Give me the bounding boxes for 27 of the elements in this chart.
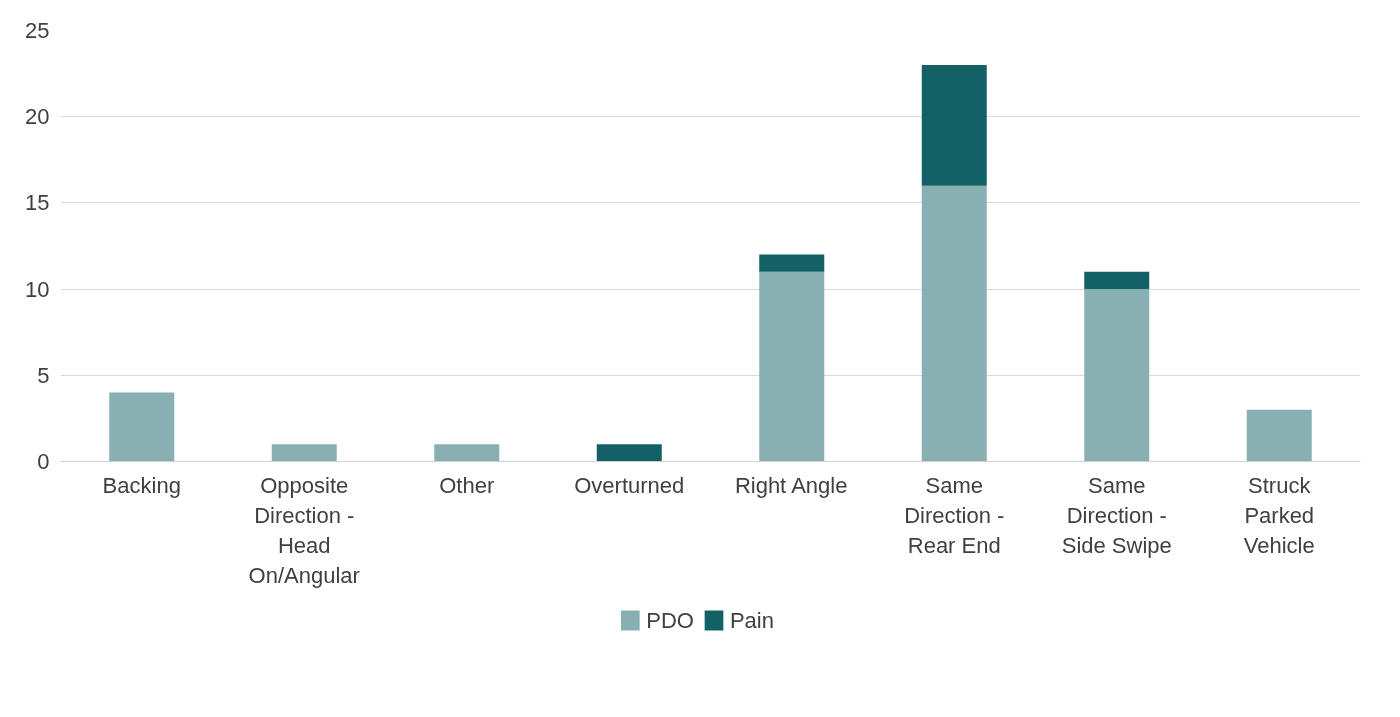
x-tick-label: Same Direction - Side Swipe xyxy=(1061,472,1172,558)
bar xyxy=(759,254,825,272)
bar xyxy=(1246,409,1312,462)
x-tick-label: Struck Parked Vehicle xyxy=(1243,472,1315,558)
y-tick-label: 0 xyxy=(37,449,50,474)
x-tick-label: Opposite Direction - Head On/Angular xyxy=(248,472,360,588)
bar xyxy=(759,271,825,462)
y-tick-label: 25 xyxy=(25,18,50,43)
legend-label: Pain xyxy=(729,608,774,633)
x-tick-label: Same Direction - Rear End xyxy=(904,472,1005,558)
legend-label: PDO xyxy=(646,608,694,633)
bar xyxy=(1084,289,1150,462)
y-tick-label: 5 xyxy=(37,362,50,388)
bar xyxy=(1084,271,1150,290)
bar xyxy=(596,444,662,462)
x-tick-label: Other xyxy=(439,472,495,498)
bar xyxy=(271,444,337,462)
y-tick-label: 15 xyxy=(25,190,50,216)
x-tick-label: Backing xyxy=(102,472,181,498)
x-tick-label: Right Angle xyxy=(734,472,848,498)
bar xyxy=(921,185,987,462)
bar xyxy=(921,64,987,186)
bar xyxy=(109,392,175,462)
y-tick-label: 20 xyxy=(25,104,50,130)
x-tick-label: Overturned xyxy=(574,472,685,498)
y-tick-label: 10 xyxy=(25,276,50,302)
bar xyxy=(434,444,500,462)
